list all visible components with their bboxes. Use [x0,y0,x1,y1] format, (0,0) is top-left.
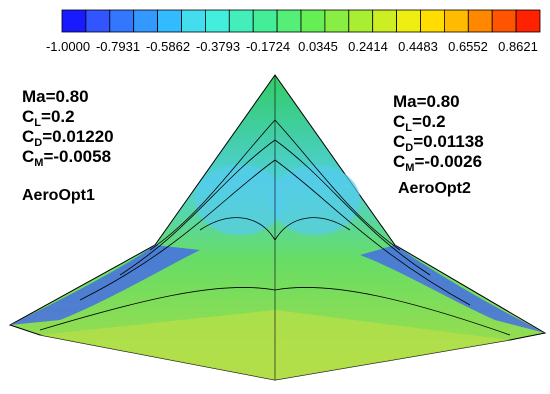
colorbar-swatch [276,9,302,33]
colorbar-label: 0.2414 [348,39,388,54]
colorbar-label: -0.1724 [246,39,290,54]
colorbar-swatch [300,9,326,33]
colorbar-swatch [372,9,398,33]
wing [8,74,547,381]
colorbar-swatch [324,9,350,33]
colorbar-swatch [467,9,493,33]
colorbar-swatch [491,9,517,33]
mach: Ma=0.80 [393,92,460,111]
colorbar-swatch [85,9,111,33]
mach: Ma=0.80 [22,87,89,106]
colorbar-swatch [157,9,182,33]
right-annotation: Ma=0.80 CL=0.2 CD=0.01138 CM=-0.0026 Aer… [393,92,484,197]
colorbar-swatch [109,9,135,33]
colorbar-label: 0.6552 [448,39,488,54]
colorbar-swatch [204,9,230,33]
colorbar-swatch [396,9,421,33]
drag-coefficient: CD=0.01220 [22,127,114,149]
colorbar: -1.0000 -0.7931 -0.5862 -0.3793 -0.1724 0.034… [46,9,541,54]
colorbar-swatch [252,9,278,33]
colorbar-swatch [443,9,469,33]
case-name: AeroOpt2 [398,180,471,197]
colorbar-label: 0.4483 [398,39,438,54]
lift-coefficient: CL=0.2 [22,107,75,129]
left-annotation: Ma=0.80 CL=0.2 CD=0.01220 CM=-0.0058 Aer… [22,87,114,204]
colorbar-swatch [420,9,445,33]
moment-coefficient: CM=-0.0058 [22,147,111,169]
colorbar-swatch [181,9,206,33]
colorbar-swatch [133,9,158,33]
lift-coefficient: CL=0.2 [393,112,446,134]
colorbar-label: -1.0000 [46,39,90,54]
colorbar-swatch [61,9,87,33]
colorbar-label: -0.3793 [196,39,240,54]
drag-coefficient: CD=0.01138 [393,132,484,154]
colorbar-swatch [348,9,374,33]
colorbar-swatch [228,9,254,33]
colorbar-label: -0.7931 [96,39,140,54]
colorbar-label: 0.8621 [498,39,538,54]
case-name: AeroOpt1 [22,187,95,204]
moment-coefficient: CM=-0.0026 [393,152,482,174]
colorbar-label: 0.0345 [298,39,338,54]
colorbar-label: -0.5862 [146,39,190,54]
colorbar-swatch [515,9,541,33]
